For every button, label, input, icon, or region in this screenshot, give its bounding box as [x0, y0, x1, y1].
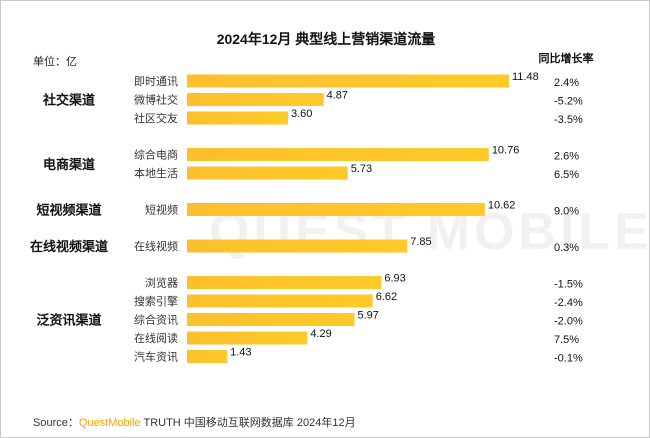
source-line: Source：QuestMobile TRUTH 中国移动互联网数据库 2024… — [33, 415, 356, 429]
bar — [187, 148, 489, 161]
bar — [187, 111, 288, 125]
value-label: 10.62 — [488, 200, 516, 212]
bar — [187, 350, 228, 363]
value-label: 7.85 — [410, 236, 431, 248]
bar — [187, 203, 485, 216]
category-label: 综合资讯 — [134, 313, 178, 327]
source-suffix: TRUTH 中国移动互联网数据库 2024年12月 — [141, 415, 356, 429]
group-label: 电商渠道 — [43, 157, 95, 172]
value-label: 5.97 — [357, 310, 378, 322]
bar — [187, 313, 355, 326]
category-label: 汽车资讯 — [134, 350, 178, 364]
value-label: 11.48 — [512, 71, 539, 83]
category-label: 在线视频 — [134, 239, 178, 253]
value-label: 5.73 — [351, 163, 372, 175]
category-label: 在线阅读 — [134, 331, 178, 345]
category-label: 综合电商 — [134, 148, 178, 162]
yoy-label: -2.0% — [554, 316, 583, 328]
value-label: 1.43 — [230, 347, 251, 359]
yoy-label: 0.3% — [554, 242, 579, 254]
yoy-label: 9.0% — [554, 206, 579, 218]
bar — [187, 74, 510, 88]
yoy-label: -5.2% — [554, 96, 583, 108]
group-label: 社交渠道 — [42, 93, 95, 108]
value-label: 10.76 — [492, 145, 520, 157]
source-brand: QuestMobile — [79, 417, 141, 429]
yoy-label: 2.4% — [554, 77, 579, 89]
category-label: 社区交友 — [134, 111, 178, 125]
yoy-label: -1.5% — [554, 279, 583, 291]
group-label: 泛资讯渠道 — [36, 313, 101, 328]
bar — [187, 239, 408, 253]
category-label: 即时通讯 — [134, 75, 178, 88]
yoy-label: -2.4% — [554, 297, 583, 309]
source-prefix: Source： — [33, 417, 79, 429]
yoy-label: -3.5% — [554, 114, 583, 126]
yoy-label: 7.5% — [554, 334, 579, 346]
group-label: 短视频渠道 — [36, 203, 101, 218]
yoy-label: 6.5% — [554, 169, 579, 181]
value-label: 4.29 — [310, 328, 331, 340]
category-label: 搜索引擎 — [134, 294, 178, 308]
unit-label: 单位：亿 — [33, 54, 77, 68]
chart-rows: 即时通讯 11.48 2.4% 微博社交 4.87 -5.2% 社区交友 3.60 -3.5% 社… — [30, 71, 583, 365]
category-label: 浏览器 — [145, 276, 178, 290]
bar — [187, 331, 308, 345]
yoy-label: -0.1% — [554, 353, 583, 365]
bar — [187, 166, 348, 180]
yoy-column-header: 同比增长率 — [539, 51, 594, 65]
yoy-label: 2.6% — [554, 151, 579, 163]
value-label: 3.60 — [291, 108, 312, 120]
bar — [187, 276, 382, 289]
value-label: 6.62 — [376, 291, 397, 303]
value-label: 6.93 — [384, 273, 405, 285]
chart-title: 2024年12月 典型线上营销渠道流量 — [217, 31, 436, 47]
bar — [187, 294, 373, 308]
value-label: 4.87 — [327, 90, 348, 102]
category-label: 微博社交 — [134, 93, 178, 107]
group-label: 在线视频渠道 — [30, 239, 108, 254]
bar — [187, 93, 324, 106]
category-label: 短视频 — [145, 203, 178, 217]
category-label: 本地生活 — [134, 166, 178, 180]
